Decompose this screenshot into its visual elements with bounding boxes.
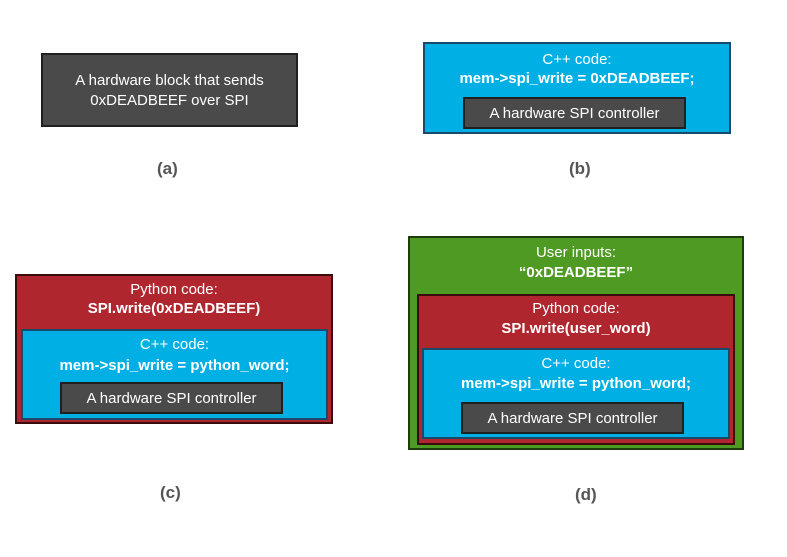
cpp-code-title: C++ code:: [23, 336, 326, 354]
python-code-box: Python code: SPI.write(0xDEADBEEF) C++ c…: [15, 274, 333, 424]
user-inputs-value: “0xDEADBEEF”: [410, 264, 742, 282]
panel-label-d: (d): [575, 485, 597, 505]
cpp-code-title: C++ code:: [424, 355, 728, 373]
python-code-box: Python code: SPI.write(user_word) C++ co…: [417, 294, 735, 445]
python-code-line: SPI.write(user_word): [419, 320, 733, 338]
hardware-block-line1: A hardware block that sends: [43, 72, 296, 90]
cpp-code-box: C++ code: mem->spi_write = 0xDEADBEEF; A…: [423, 42, 731, 134]
panel-label-b: (b): [569, 159, 591, 179]
cpp-code-box: C++ code: mem->spi_write = python_word; …: [21, 329, 328, 420]
panel-label-a: (a): [157, 159, 178, 179]
python-code-title: Python code:: [419, 300, 733, 318]
hardware-block: A hardware block that sends 0xDEADBEEF o…: [41, 53, 298, 127]
hardware-block-line2: 0xDEADBEEF over SPI: [43, 92, 296, 110]
python-code-title: Python code:: [17, 281, 331, 299]
spi-controller-box: A hardware SPI controller: [463, 97, 686, 129]
spi-controller-box: A hardware SPI controller: [60, 382, 283, 414]
python-code-line: SPI.write(0xDEADBEEF): [17, 300, 331, 318]
cpp-code-title: C++ code:: [425, 51, 729, 69]
cpp-code-box: C++ code: mem->spi_write = python_word; …: [422, 348, 730, 439]
spi-controller-box: A hardware SPI controller: [461, 402, 684, 434]
cpp-code-line: mem->spi_write = python_word;: [23, 357, 326, 375]
panel-label-c: (c): [160, 483, 181, 503]
cpp-code-line: mem->spi_write = 0xDEADBEEF;: [425, 70, 729, 88]
user-inputs-box: User inputs: “0xDEADBEEF” Python code: S…: [408, 236, 744, 450]
cpp-code-line: mem->spi_write = python_word;: [424, 375, 728, 393]
user-inputs-title: User inputs:: [410, 244, 742, 262]
